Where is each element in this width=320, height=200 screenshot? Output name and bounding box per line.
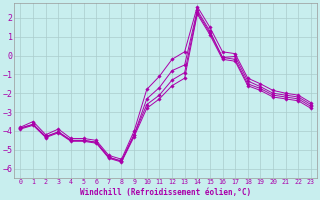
- X-axis label: Windchill (Refroidissement éolien,°C): Windchill (Refroidissement éolien,°C): [80, 188, 251, 197]
